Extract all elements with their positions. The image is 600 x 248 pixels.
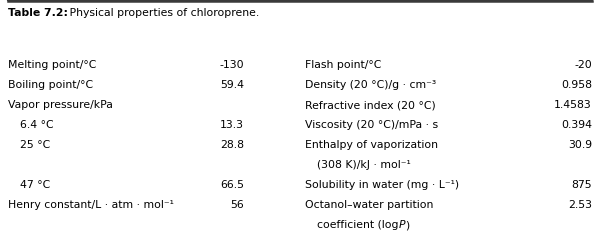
Text: Enthalpy of vaporization: Enthalpy of vaporization bbox=[305, 140, 438, 150]
Text: 2.53: 2.53 bbox=[568, 200, 592, 210]
Text: Melting point/°C: Melting point/°C bbox=[8, 60, 97, 70]
Text: -20: -20 bbox=[574, 60, 592, 70]
Text: 25 °C: 25 °C bbox=[20, 140, 50, 150]
Text: 1.4583: 1.4583 bbox=[554, 100, 592, 110]
Text: 13.3: 13.3 bbox=[220, 120, 244, 130]
Text: Table 7.2:: Table 7.2: bbox=[8, 8, 68, 18]
Text: -130: -130 bbox=[220, 60, 244, 70]
Text: 0.958: 0.958 bbox=[561, 80, 592, 90]
Text: Viscosity (20 °C)/mPa · s: Viscosity (20 °C)/mPa · s bbox=[305, 120, 438, 130]
Text: Physical properties of chloroprene.: Physical properties of chloroprene. bbox=[66, 8, 259, 18]
Text: Solubility in water (mg · L⁻¹): Solubility in water (mg · L⁻¹) bbox=[305, 180, 459, 190]
Text: Henry constant/L · atm · mol⁻¹: Henry constant/L · atm · mol⁻¹ bbox=[8, 200, 174, 210]
Text: coefficient (log: coefficient (log bbox=[317, 220, 402, 230]
Text: Flash point/°C: Flash point/°C bbox=[305, 60, 382, 70]
Text: P: P bbox=[399, 220, 406, 230]
Text: 6.4 °C: 6.4 °C bbox=[20, 120, 53, 130]
Text: 0.394: 0.394 bbox=[561, 120, 592, 130]
Text: 59.4: 59.4 bbox=[220, 80, 244, 90]
Text: 47 °C: 47 °C bbox=[20, 180, 50, 190]
Text: Density (20 °C)/g · cm⁻³: Density (20 °C)/g · cm⁻³ bbox=[305, 80, 436, 90]
Text: 28.8: 28.8 bbox=[220, 140, 244, 150]
Text: Octanol–water partition: Octanol–water partition bbox=[305, 200, 433, 210]
Text: (308 K)/kJ · mol⁻¹: (308 K)/kJ · mol⁻¹ bbox=[317, 160, 411, 170]
Text: Refractive index (20 °C): Refractive index (20 °C) bbox=[305, 100, 436, 110]
Text: 56: 56 bbox=[230, 200, 244, 210]
Text: Boiling point/°C: Boiling point/°C bbox=[8, 80, 93, 90]
Text: 875: 875 bbox=[571, 180, 592, 190]
Text: ): ) bbox=[405, 220, 409, 230]
Text: 30.9: 30.9 bbox=[568, 140, 592, 150]
Text: Vapor pressure/kPa: Vapor pressure/kPa bbox=[8, 100, 113, 110]
Text: 66.5: 66.5 bbox=[220, 180, 244, 190]
